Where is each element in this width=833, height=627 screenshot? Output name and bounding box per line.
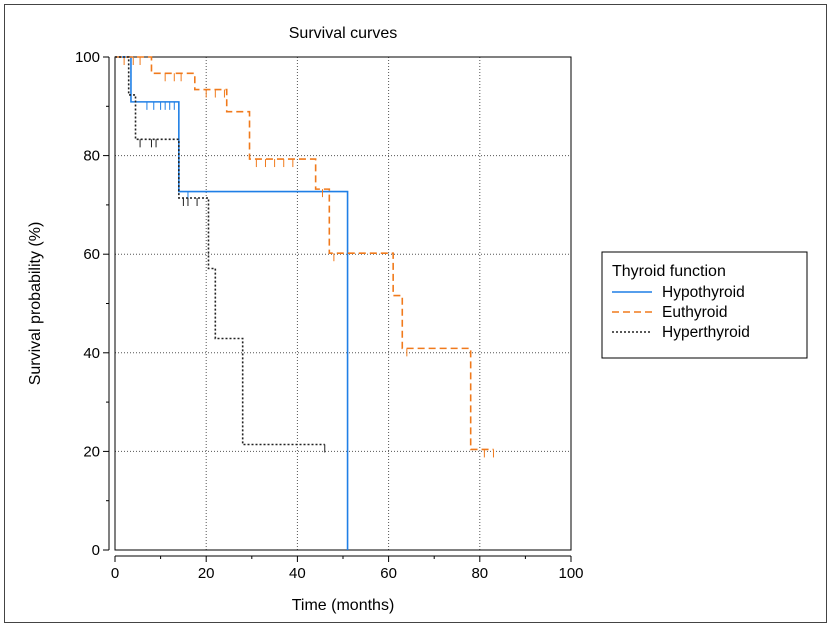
grid-layer: [115, 57, 571, 550]
ticks-layer: 0 20 40 60 80 100 0 20 40 60 80 100: [75, 49, 584, 582]
x-tick-label: 100: [558, 565, 583, 582]
legend-label-hypothyroid: Hypothyroid: [662, 284, 745, 301]
x-tick-label: 0: [111, 565, 119, 582]
survival-chart: 0 20 40 60 80 100 0 20 40 60 80 100 Survival curves…: [27, 25, 808, 614]
y-tick-label: 100: [75, 49, 100, 66]
x-tick-label: 60: [380, 565, 397, 582]
series-layer: [115, 56, 494, 550]
y-tick-label: 0: [92, 542, 100, 559]
legend-box: [601, 251, 808, 359]
x-tick-label: 20: [198, 565, 215, 582]
x-tick-label: 40: [289, 565, 306, 582]
legend-label-euthyroid: Euthyroid: [662, 304, 727, 321]
y-tick-label: 80: [83, 148, 100, 165]
legend-title: Thyroid function: [612, 263, 726, 280]
legend-label-hyperthyroid: Hyperthyroid: [662, 324, 750, 341]
y-tick-label: 20: [83, 443, 100, 460]
plot-area-border: [114, 56, 572, 551]
series-line-hyperthyroid: [115, 56, 325, 446]
legend-items: Hypothyroid Euthyroid Hyperthyroid: [612, 284, 750, 341]
chart-title: Survival curves: [289, 25, 397, 42]
y-tick-label: 40: [83, 345, 100, 362]
x-tick-label: 80: [471, 565, 488, 582]
series-line-hypothyroid: [115, 56, 349, 550]
legend: Thyroid function HypothyroidEuthyroidHyp…: [601, 251, 808, 359]
chart-frame: 0 20 40 60 80 100 0 20 40 60 80 100 Survival curves…: [4, 4, 827, 623]
series-line-euthyroid: [115, 56, 494, 451]
x-axis-label: Time (months): [292, 597, 395, 614]
y-axis-label: Survival probability (%): [27, 222, 44, 386]
y-tick-label: 60: [83, 246, 100, 263]
